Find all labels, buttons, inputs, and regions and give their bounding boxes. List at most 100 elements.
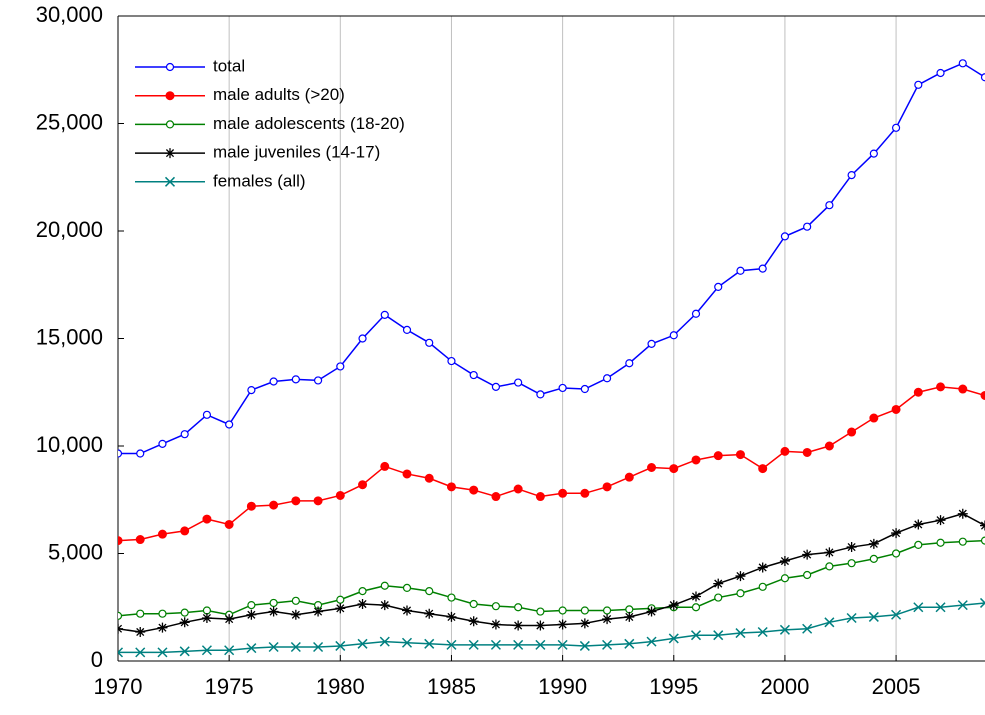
point (358, 587, 367, 596)
x-tick-label: 1990 (538, 674, 587, 699)
point (469, 599, 478, 609)
y-tick-label: 0 (91, 647, 103, 672)
point (914, 80, 923, 89)
legend-marker (165, 148, 175, 159)
point (758, 264, 767, 273)
point (625, 605, 634, 614)
point (180, 526, 190, 536)
point (535, 639, 546, 650)
point (490, 619, 501, 630)
y-tick-label: 20,000 (36, 217, 103, 242)
point (469, 370, 478, 380)
point (380, 310, 389, 319)
legend-marker (165, 91, 175, 101)
point (379, 600, 390, 611)
point (202, 410, 212, 419)
point (602, 374, 612, 383)
point (824, 441, 834, 451)
point (290, 641, 301, 653)
point (780, 232, 790, 241)
legend-marker (165, 62, 175, 72)
point (358, 334, 367, 343)
y-tick-label: 30,000 (36, 2, 103, 27)
point (180, 608, 189, 617)
point (891, 609, 902, 620)
point (136, 609, 145, 618)
point (802, 447, 812, 457)
series (118, 59, 985, 458)
point (491, 382, 501, 391)
point (935, 602, 946, 613)
point (691, 309, 701, 318)
point (424, 473, 434, 483)
point (268, 606, 279, 617)
point (803, 222, 812, 231)
point (313, 376, 323, 385)
y-tick-label: 25,000 (36, 109, 103, 134)
x-tick-label: 2005 (872, 674, 921, 699)
point (513, 620, 524, 631)
point (802, 623, 813, 634)
point (201, 645, 212, 656)
point (735, 450, 745, 460)
point (891, 528, 902, 539)
point (668, 633, 679, 644)
point (335, 640, 346, 651)
point (118, 611, 123, 620)
x-tick-label: 1985 (427, 674, 476, 699)
point (558, 606, 567, 615)
point (536, 607, 545, 616)
point (757, 562, 768, 573)
point (424, 638, 435, 649)
point (224, 519, 234, 529)
legend-label: male adults (>20) (213, 85, 345, 104)
point (980, 520, 985, 531)
point (668, 600, 679, 611)
point (290, 609, 301, 620)
point (336, 362, 345, 371)
point (514, 378, 523, 387)
point (446, 639, 457, 650)
point (758, 582, 767, 591)
point (246, 609, 257, 620)
point (313, 606, 324, 617)
point (691, 455, 701, 465)
point (891, 404, 901, 414)
legend-marker (165, 120, 175, 129)
point (469, 485, 479, 495)
point (468, 616, 479, 627)
point (425, 338, 434, 347)
point (690, 630, 702, 641)
point (602, 639, 613, 650)
point (646, 636, 657, 647)
point (118, 449, 123, 458)
point (201, 613, 212, 623)
point (669, 331, 678, 340)
point (713, 630, 724, 641)
point (714, 593, 723, 602)
legend-label: male adolescents (18-20) (213, 114, 405, 133)
point (202, 514, 212, 524)
point (514, 603, 523, 612)
point (936, 68, 945, 78)
point (624, 611, 635, 622)
point (224, 614, 235, 625)
point (118, 623, 123, 634)
point (846, 542, 857, 553)
series-line (118, 512, 985, 633)
point (913, 519, 924, 530)
point (513, 639, 524, 650)
point (269, 500, 279, 510)
point (780, 574, 790, 583)
series (118, 382, 985, 546)
point (780, 446, 790, 456)
series (118, 597, 985, 658)
series-line (118, 539, 985, 617)
point (135, 626, 146, 637)
point (490, 639, 501, 650)
point (958, 59, 967, 68)
point (402, 583, 412, 593)
x-tick-label: 1995 (649, 674, 698, 699)
point (758, 464, 768, 474)
point (779, 556, 790, 567)
